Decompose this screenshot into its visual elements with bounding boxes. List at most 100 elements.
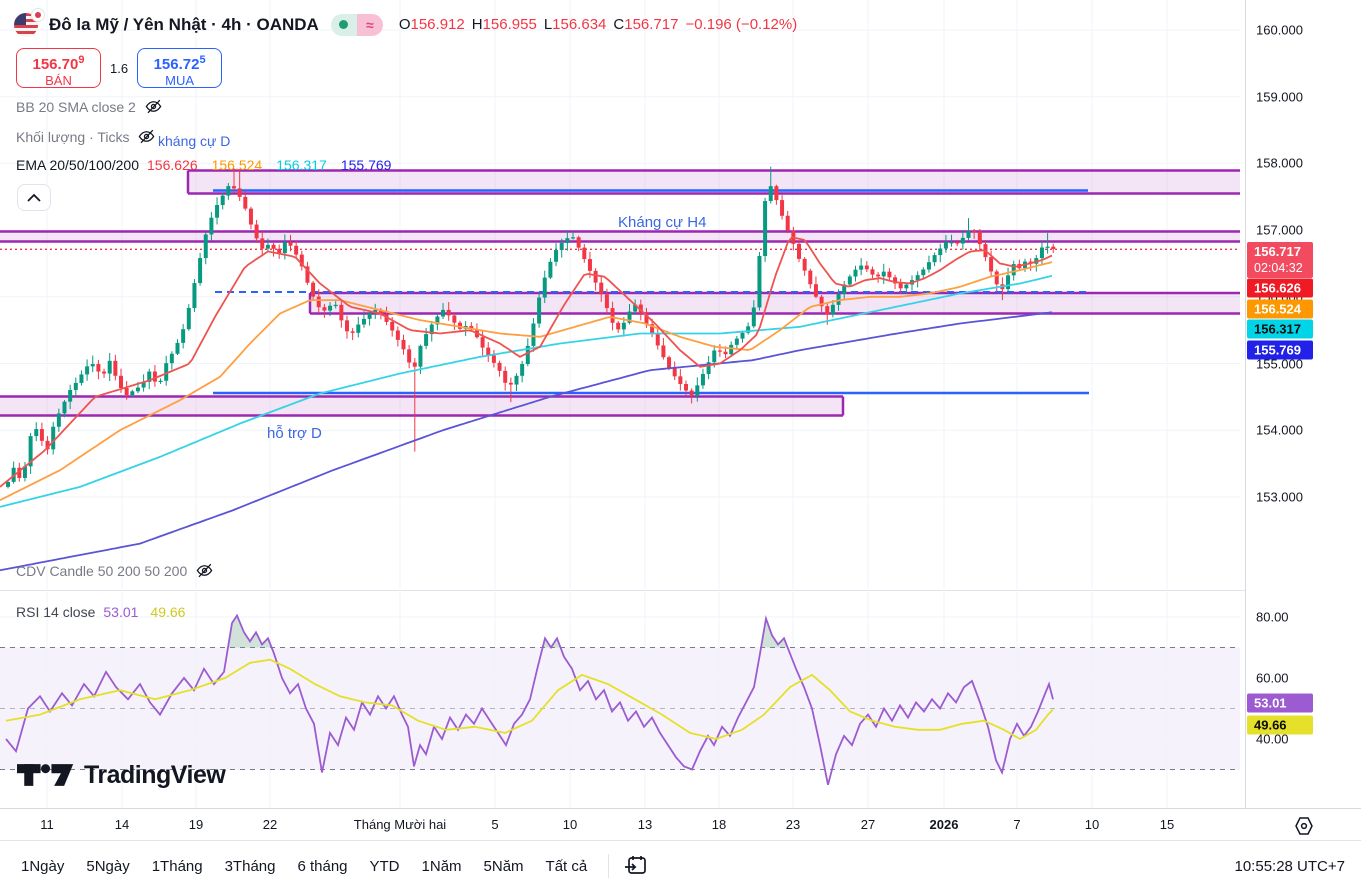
ohlc-readout: O156.912 H156.955 L156.634 C156.717 −0.1… <box>399 16 797 33</box>
spread-value: 1.6 <box>110 60 129 76</box>
chart-header: Đô la Mỹ / Yên Nhật · 4h · OANDA ≈ O156.… <box>14 8 797 38</box>
indicator-row-rsi: RSI 14 close 53.01 49.66 <box>16 604 185 620</box>
price-axis-label: 155.000 <box>1256 356 1303 372</box>
axis-settings-hexagon-icon[interactable] <box>1293 815 1315 837</box>
rsi-value-badge: 53.01 <box>1247 693 1313 713</box>
ema-value-badge: 156.317 <box>1247 319 1313 339</box>
ema-value: 156.626 <box>147 157 198 173</box>
time-axis-tick: 13 <box>637 817 653 832</box>
sell-price: 156.70 <box>32 56 79 73</box>
low-label: L <box>543 16 553 33</box>
rsi-chart-canvas[interactable] <box>0 592 1245 808</box>
approx-price-icon: ≈ <box>356 13 383 36</box>
price-chart-canvas[interactable] <box>0 0 1245 589</box>
rsi-pane[interactable] <box>0 592 1245 808</box>
candlestick-series <box>6 166 1056 489</box>
volume-eye-off-icon[interactable] <box>137 127 156 146</box>
collapse-legend-button[interactable] <box>17 184 51 211</box>
goto-date-button[interactable] <box>619 849 653 883</box>
price-axis-label: 159.000 <box>1256 89 1303 105</box>
time-axis-tick: 10 <box>1084 817 1100 832</box>
indicator-row-ema: EMA 20/50/100/200 156.626 156.524 156.317 1… <box>16 157 391 173</box>
price-axis[interactable]: 160.000159.000158.000157.000156.000155.0… <box>1245 0 1361 808</box>
last-price-value: 156.717 <box>1254 244 1301 259</box>
rsi-value-badge: 49.66 <box>1247 715 1313 735</box>
ema-value-badge: 156.524 <box>1247 299 1313 319</box>
time-axis-tick: 15 <box>1159 817 1175 832</box>
market-open-dot-icon <box>330 13 357 36</box>
toolbar-divider <box>608 854 610 878</box>
indicator-row-cdv: CDV Candle 50 200 50 200 <box>16 561 214 580</box>
high-label: H <box>471 16 483 33</box>
ema20-line <box>0 236 1053 488</box>
price-axis-label: 80.00 <box>1256 609 1289 625</box>
low-value: 156.634 <box>552 16 607 33</box>
range-button-ytd[interactable]: YTD <box>359 852 411 881</box>
sell-button[interactable]: 156.709 BÁN <box>16 48 101 88</box>
open-value: 156.912 <box>410 16 465 33</box>
cdv-indicator-title[interactable]: CDV Candle 50 200 50 200 <box>16 562 188 579</box>
drawing-label: Kháng cự H4 <box>618 214 707 231</box>
close-label: C <box>613 16 625 33</box>
range-button-3tháng[interactable]: 3Tháng <box>214 852 287 881</box>
price-axis-label: 153.000 <box>1256 489 1303 505</box>
time-axis-tick: 14 <box>114 817 130 832</box>
rsi-indicator-title[interactable]: RSI 14 close <box>16 604 96 620</box>
rsi-ma-line <box>5 658 1054 741</box>
ema50-line <box>0 261 1053 502</box>
range-button-1năm[interactable]: 1Năm <box>411 852 473 881</box>
ema-value-badge: 156.626 <box>1247 278 1313 298</box>
price-axis-label: 60.00 <box>1256 670 1289 686</box>
time-axis-tick: 11 <box>40 817 54 832</box>
pane-divider[interactable] <box>0 590 1361 591</box>
bb-indicator-title[interactable]: BB 20 SMA close 2 <box>16 98 136 115</box>
indicator-row-volume: Khối lượng · Ticks <box>16 127 156 146</box>
time-axis-tick: 23 <box>785 817 801 832</box>
bb-eye-off-icon[interactable] <box>144 97 163 116</box>
price-axis-label: 154.000 <box>1256 422 1303 438</box>
time-axis[interactable]: 11 14 19 22 Tháng Mười hai 5 10 13 18 23 27 2026 7 10… <box>0 808 1361 840</box>
time-axis-tick: 7 <box>1013 817 1021 832</box>
time-axis-tick: 27 <box>860 817 876 832</box>
price-axis-label: 40.00 <box>1256 731 1289 747</box>
time-axis-tick: 19 <box>188 817 204 832</box>
cdv-eye-off-icon[interactable] <box>195 561 214 580</box>
ema-value: 155.769 <box>340 157 392 173</box>
sell-label: BÁN <box>45 73 72 88</box>
time-axis-tick: 2026 <box>929 817 959 832</box>
price-pane[interactable] <box>0 0 1245 589</box>
range-button-5năm[interactable]: 5Năm <box>473 852 535 881</box>
time-axis-tick: 5 <box>491 817 499 832</box>
range-button-6-tháng[interactable]: 6 tháng <box>286 852 358 881</box>
timezone-clock[interactable]: 10:55:28 UTC+7 <box>1234 857 1346 875</box>
high-value: 156.955 <box>482 16 537 33</box>
buy-label: MUA <box>165 73 195 88</box>
volume-indicator-title[interactable]: Khối lượng · Ticks <box>16 128 130 145</box>
time-axis-tick: 18 <box>711 817 727 832</box>
tradingview-mark-icon <box>17 764 74 786</box>
rsi-line <box>5 613 1054 786</box>
buy-price: 156.72 <box>153 56 200 73</box>
drawing-label: kháng cự D <box>158 133 231 149</box>
change-value: −0.196 (−0.12%) <box>685 16 798 33</box>
last-price-badge: 156.717 02:04:32 <box>1247 242 1313 278</box>
range-button-tất-cả[interactable]: Tất cả <box>535 852 599 881</box>
price-axis-label: 157.000 <box>1256 222 1303 238</box>
market-status-pill[interactable]: ≈ <box>330 13 383 36</box>
ema100-line <box>0 275 1053 508</box>
range-button-5ngày[interactable]: 5Ngày <box>75 852 140 881</box>
tradingview-wordmark: TradingView <box>84 760 226 789</box>
range-button-1ngày[interactable]: 1Ngày <box>10 852 75 881</box>
time-axis-tick: Tháng Mười hai <box>353 817 447 832</box>
ema-indicator-title[interactable]: EMA 20/50/100/200 <box>16 157 139 173</box>
open-label: O <box>398 16 411 33</box>
buy-button[interactable]: 156.725 MUA <box>137 48 223 88</box>
drawing-label: hỗ trợ D <box>267 425 322 442</box>
symbol-title[interactable]: Đô la Mỹ / Yên Nhật · 4h · OANDA <box>49 14 319 34</box>
range-button-1tháng[interactable]: 1Tháng <box>141 852 214 881</box>
price-axis-label: 160.000 <box>1256 22 1303 38</box>
tradingview-logo[interactable]: TradingView <box>17 760 226 790</box>
indicator-row-bb: BB 20 SMA close 2 <box>16 97 163 116</box>
ema-value-badge: 155.769 <box>1247 340 1313 360</box>
trade-panel: 156.709 BÁN 1.6 156.725 MUA <box>16 48 223 88</box>
